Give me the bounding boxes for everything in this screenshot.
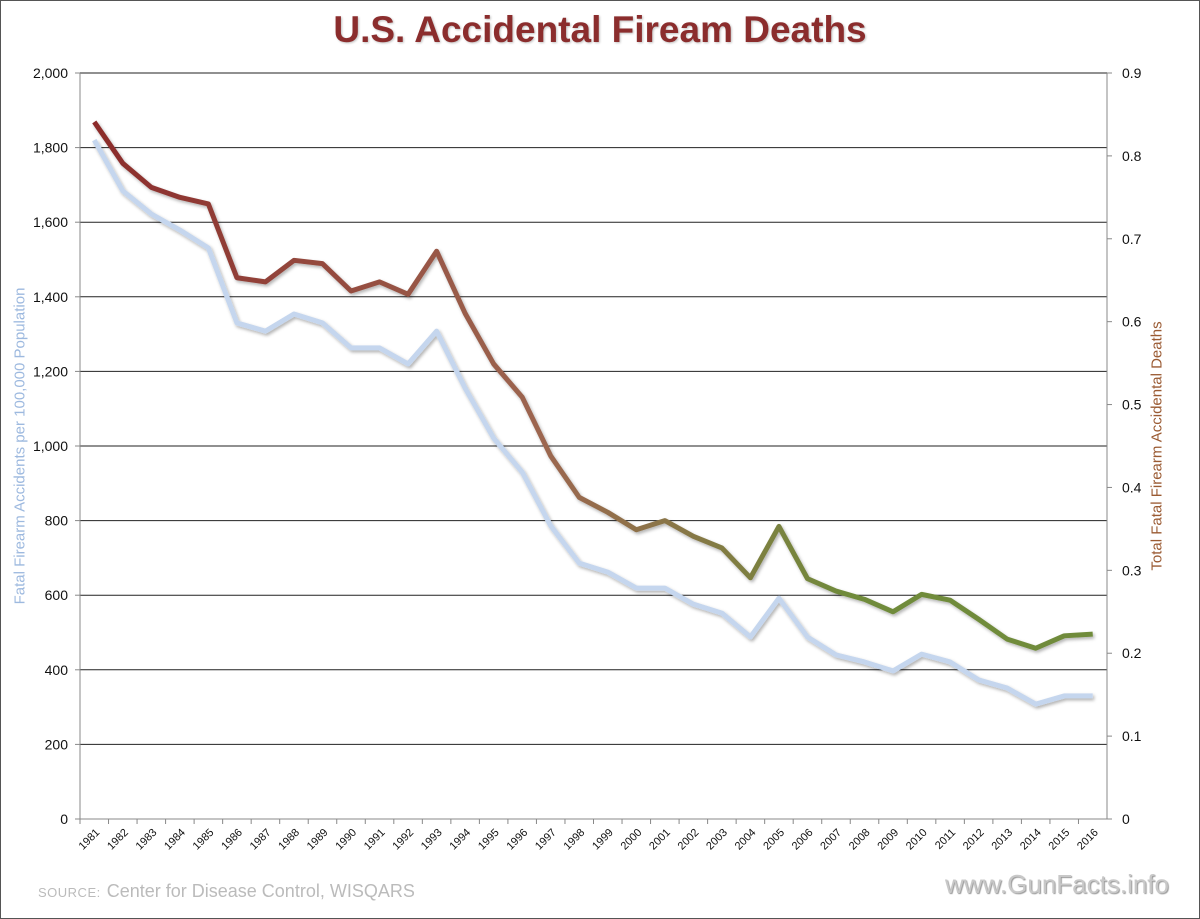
x-tick-label: 2010: [904, 827, 930, 853]
y2-tick-label: 0.5: [1122, 397, 1142, 413]
y-tick-label: 1,800: [33, 140, 68, 156]
x-tick-label: 1994: [447, 827, 473, 853]
y2-tick-label: 0.7: [1122, 231, 1142, 247]
x-tick-label: 2016: [1075, 827, 1101, 853]
y-tick-label: 400: [45, 662, 69, 678]
y-tick-label: 200: [45, 736, 69, 752]
x-tick-label: 1997: [533, 827, 559, 853]
y-tick-label: 1,200: [33, 363, 68, 379]
brand-watermark: www.GunFacts.info: [945, 869, 1169, 899]
x-tick-label: 2003: [704, 827, 730, 853]
y-tick-label: 0: [60, 811, 68, 827]
x-tick-label: 1998: [562, 827, 588, 853]
x-tick-label: 2008: [847, 827, 873, 853]
x-tick-label: 2013: [989, 827, 1015, 853]
y2-tick-label: 0.9: [1122, 65, 1142, 81]
source-note: SOURCE: Center for Disease Control, WISQA…: [38, 881, 415, 902]
x-tick-label: 1989: [305, 827, 331, 853]
x-tick-label: 1999: [590, 827, 616, 853]
y2-tick-label: 0.3: [1122, 562, 1142, 578]
y2-tick-label: 0.6: [1122, 314, 1142, 330]
y-tick-label: 1,600: [33, 214, 68, 230]
y-tick-label: 1,400: [33, 289, 68, 305]
x-tick-label: 2002: [676, 827, 702, 853]
x-tick-label: 1988: [276, 827, 302, 853]
x-tick-label: 2006: [790, 827, 816, 853]
x-tick-label: 1996: [505, 827, 531, 853]
x-tick-label: 2015: [1047, 827, 1073, 853]
series-line-left: [92, 138, 1093, 707]
source-text: Center for Disease Control, WISQARS: [106, 881, 415, 901]
x-tick-label: 1993: [419, 827, 445, 853]
x-tick-label: 1991: [362, 827, 388, 853]
y-tick-label: 2,000: [33, 65, 68, 81]
x-tick-label: 2004: [733, 827, 759, 853]
y2-tick-label: 0.4: [1122, 479, 1142, 495]
series-line-right: [92, 120, 1093, 651]
x-tick-label: 2001: [647, 827, 673, 853]
y-tick-label: 1,000: [33, 438, 68, 454]
y2-tick-label: 0: [1122, 811, 1130, 827]
chart-title: U.S. Accidental Fiream Deaths: [333, 9, 867, 50]
x-tick-label: 1982: [105, 827, 131, 853]
x-tick-label: 1990: [333, 827, 359, 853]
x-tick-label: 1985: [191, 827, 217, 853]
x-tick-label: 1992: [390, 827, 416, 853]
x-tick-label: 1984: [162, 827, 188, 853]
x-tick-label: 2005: [761, 827, 787, 853]
x-tick-label: 1986: [219, 827, 245, 853]
y2-tick-label: 0.1: [1122, 728, 1142, 744]
source-label: SOURCE:: [38, 885, 101, 900]
x-tick-label: 1995: [476, 827, 502, 853]
y-tick-label: 800: [45, 513, 69, 529]
x-tick-label: 1983: [134, 827, 160, 853]
x-tick-label: 2007: [818, 827, 844, 853]
x-tick-label: 2009: [875, 827, 901, 853]
x-tick-label: 2000: [619, 827, 645, 853]
x-tick-label: 1987: [248, 827, 274, 853]
y2-tick-label: 0.8: [1122, 148, 1142, 164]
x-tick-label: 2014: [1018, 827, 1044, 853]
x-tick-label: 2011: [933, 827, 958, 852]
y-tick-label: 600: [45, 587, 69, 603]
x-tick-label: 2012: [961, 827, 987, 853]
y2-tick-label: 0.2: [1122, 645, 1142, 661]
x-tick-label: 1981: [77, 827, 103, 853]
